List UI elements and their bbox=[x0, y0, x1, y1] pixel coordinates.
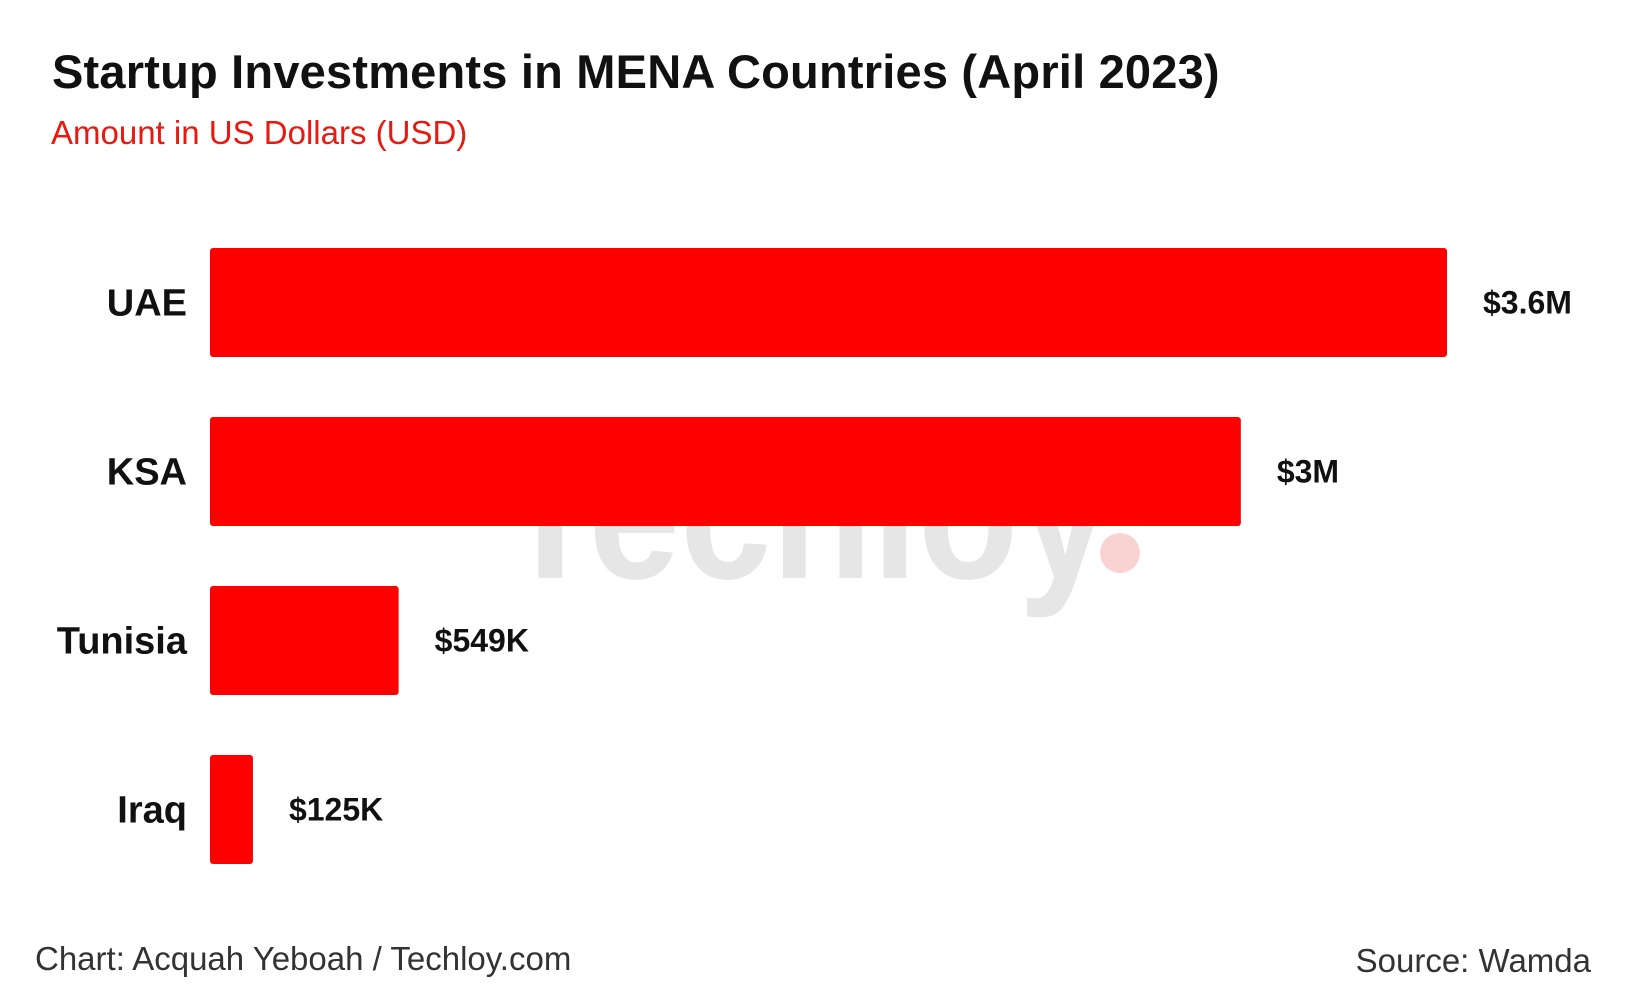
category-label-tunisia: Tunisia bbox=[57, 621, 188, 663]
bar-iraq bbox=[210, 755, 253, 864]
category-label-iraq: Iraq bbox=[117, 790, 187, 832]
chart-subtitle: Amount in US Dollars (USD) bbox=[51, 114, 468, 151]
data-label-ksa: $3M bbox=[1277, 454, 1339, 490]
data-label-tunisia: $549K bbox=[435, 623, 529, 659]
category-label-ksa: KSA bbox=[107, 452, 187, 494]
bar-uae bbox=[210, 248, 1447, 357]
data-label-iraq: $125K bbox=[289, 792, 383, 828]
chart-title: Startup Investments in MENA Countries (A… bbox=[52, 45, 1220, 98]
category-label-uae: UAE bbox=[107, 283, 187, 325]
chart-source: Source: Wamda bbox=[1355, 942, 1591, 979]
chart-credit: Chart: Acquah Yeboah / Techloy.com bbox=[35, 940, 572, 977]
data-label-uae: $3.6M bbox=[1483, 285, 1572, 321]
bar-tunisia bbox=[210, 586, 399, 695]
bar-ksa bbox=[210, 417, 1241, 526]
